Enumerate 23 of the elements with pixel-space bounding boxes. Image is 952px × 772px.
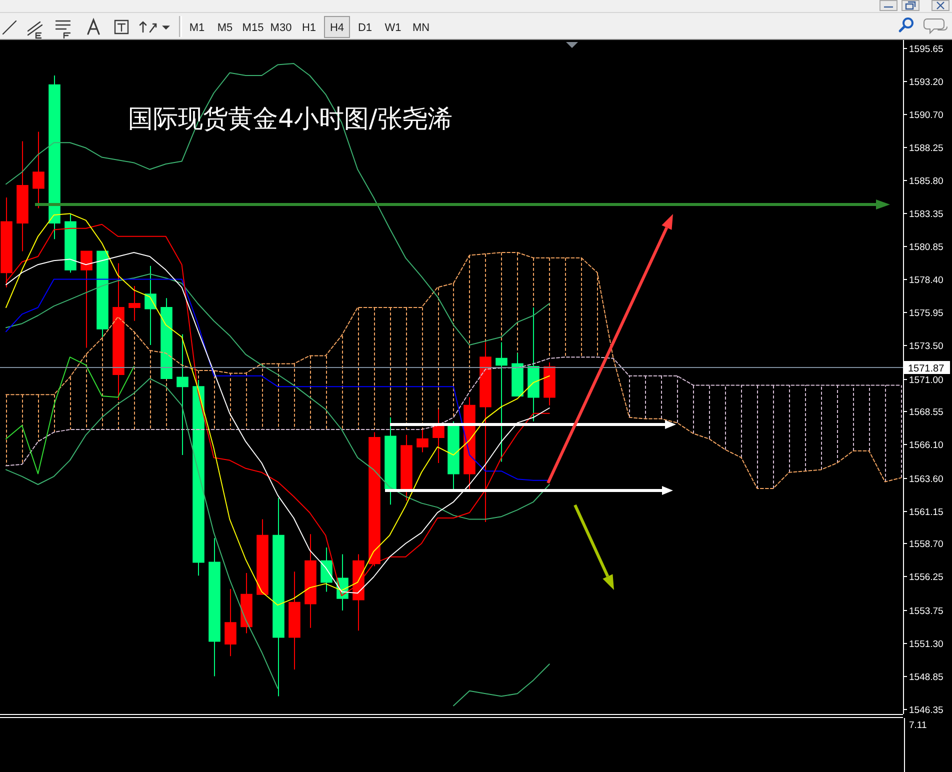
y-tick-label: 1575.95 <box>909 308 944 319</box>
y-tick-label: 1563.60 <box>909 474 944 485</box>
y-tick-label: 1580.85 <box>909 242 944 253</box>
y-tick-label: 1583.35 <box>909 209 944 220</box>
y-tick-label: 1568.55 <box>909 407 944 418</box>
y-tick-label: 1548.85 <box>909 672 944 683</box>
y-tick-label: 1588.25 <box>909 143 944 154</box>
y-tick-label: 1573.50 <box>909 341 944 352</box>
ref-line-label: 1571.87 <box>908 364 945 374</box>
y-tick-label: 1546.35 <box>909 705 944 716</box>
y-tick-label: 1578.40 <box>909 275 944 286</box>
y-tick-label: 1553.75 <box>909 606 944 617</box>
y-tick-label: 1551.30 <box>909 639 944 650</box>
y-tick-label: 1558.70 <box>909 539 944 550</box>
y-tick-label: 1593.20 <box>909 77 944 88</box>
text: 7.11 <box>909 720 927 731</box>
y-tick-label: 1561.15 <box>909 507 944 518</box>
y-tick-label: 1566.10 <box>909 440 944 451</box>
y-tick-label: 1556.25 <box>909 572 944 583</box>
y-tick-label: 1595.65 <box>909 44 944 55</box>
y-tick-label: 1590.70 <box>909 110 944 121</box>
y-tick-label: 1571.00 <box>909 375 944 386</box>
y-tick-label: 1585.80 <box>909 176 944 187</box>
